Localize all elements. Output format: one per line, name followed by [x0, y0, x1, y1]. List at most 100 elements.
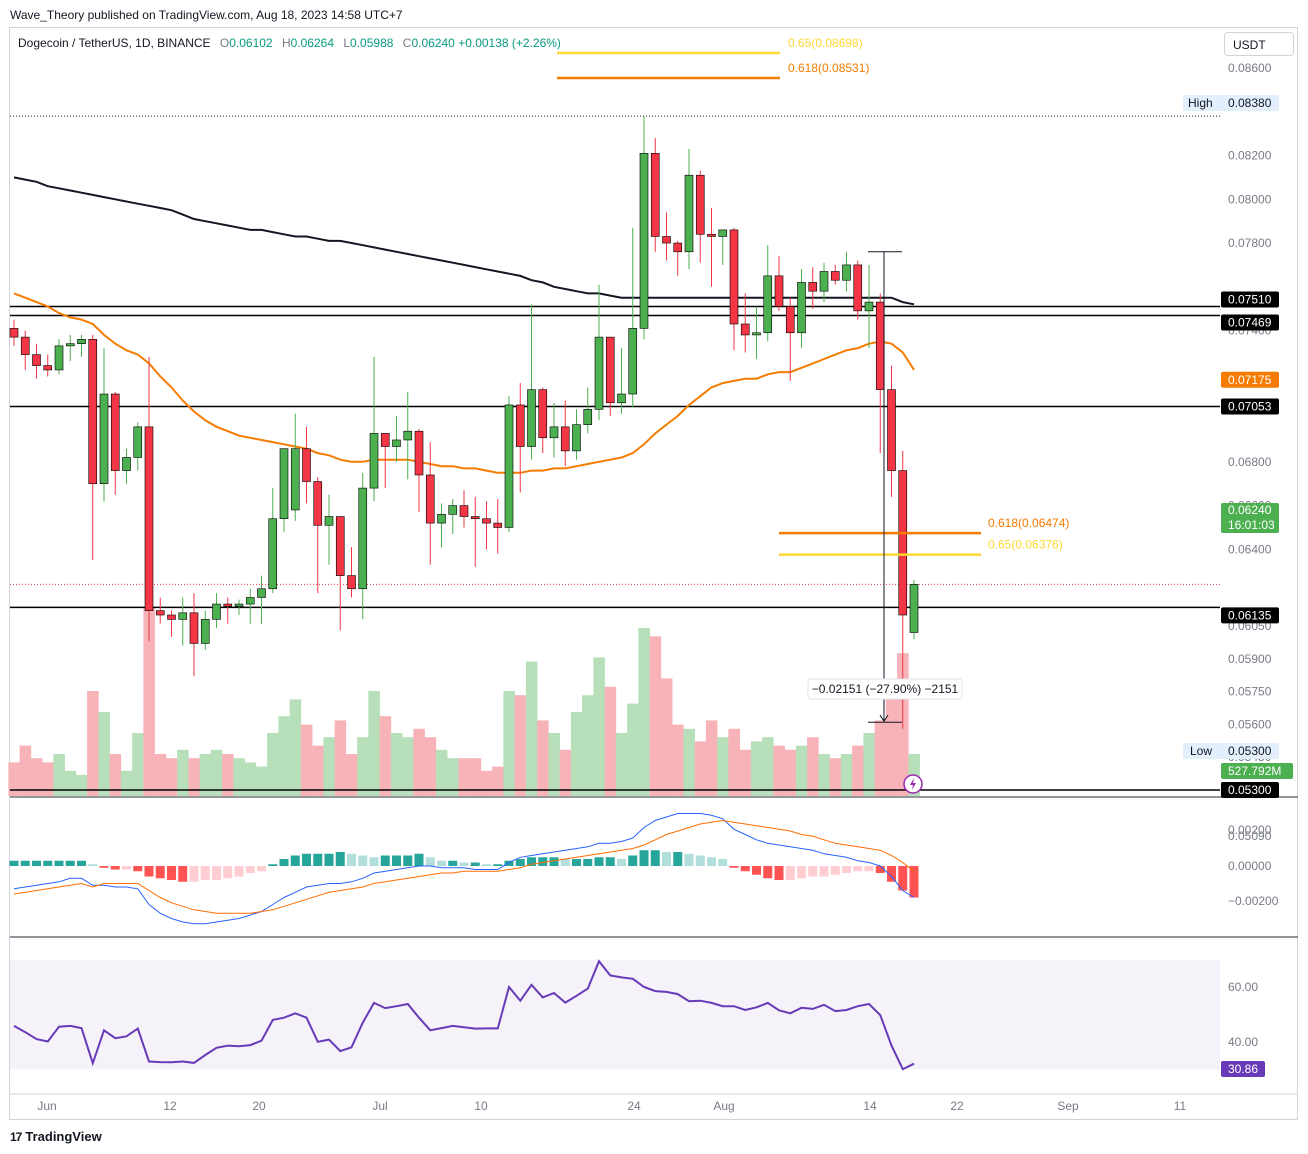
price-tick-label: 0.05900	[1228, 652, 1272, 666]
level-tag-bg	[1221, 291, 1279, 308]
macd-histogram-bar	[200, 866, 210, 880]
macd-histogram-bar	[842, 866, 851, 873]
macd-histogram-bar	[707, 857, 716, 866]
macd-histogram-bar	[392, 855, 401, 866]
macd-tick-label: −0.00200	[1228, 894, 1279, 908]
candle-body	[605, 336, 615, 404]
macd-histogram-bar	[437, 860, 446, 866]
volume-bar	[42, 762, 54, 796]
macd-histogram-bar	[864, 866, 874, 872]
candle-body	[302, 448, 311, 482]
price-tick-label: 0.08600	[1228, 61, 1272, 75]
volume-bar	[154, 754, 167, 796]
volume-bar	[762, 737, 774, 796]
macd-histogram-bar	[572, 859, 581, 866]
volume-bar	[694, 741, 707, 796]
high-tag-label: High	[1188, 96, 1213, 110]
candle-body	[257, 588, 266, 598]
time-tick-label: Aug	[713, 1099, 734, 1113]
volume-bar	[64, 770, 77, 796]
price-tick-label: 0.08000	[1228, 192, 1272, 206]
volume-bar	[132, 733, 144, 796]
macd-histogram-bar	[245, 866, 255, 873]
candle-body	[684, 174, 694, 253]
time-tick-label: 11	[1174, 1099, 1187, 1113]
candle-body	[189, 612, 199, 644]
macd-histogram-bar	[20, 860, 30, 866]
level-tag-bg	[1221, 782, 1279, 799]
volume-bar	[120, 770, 133, 796]
fib-label: 0.65(0.06376)	[988, 538, 1063, 552]
volume-bar	[413, 728, 425, 796]
macd-histogram-bar	[650, 850, 660, 866]
volume-bar	[795, 745, 808, 796]
macd-histogram-bar	[470, 862, 480, 866]
currency-button[interactable]: USDT	[1224, 32, 1294, 56]
candle-body	[808, 282, 818, 292]
macd-histogram-bar	[797, 866, 806, 879]
macd-histogram-bar	[110, 866, 120, 870]
macd-histogram-bar	[785, 866, 795, 880]
volume-bar	[19, 745, 32, 796]
volume-bar	[357, 737, 369, 796]
volume-bar	[750, 741, 763, 796]
volume-bar	[773, 745, 785, 796]
candle-body	[200, 619, 210, 644]
time-tick-label: Jul	[372, 1099, 387, 1113]
volume-bar	[593, 657, 605, 796]
candle-body	[335, 516, 345, 576]
volume-bar	[852, 745, 864, 796]
fib-label: 0.618(0.06474)	[988, 516, 1069, 530]
open-label: O	[219, 36, 230, 50]
macd-histogram-bar	[898, 866, 908, 891]
macd-histogram-bar	[819, 866, 829, 877]
symbol-name[interactable]: Dogecoin / TetherUS, 1D, BINANCE	[18, 36, 211, 50]
candle-body	[583, 409, 593, 425]
volume-bar	[289, 699, 302, 796]
volume-bar	[233, 758, 245, 796]
measure-label: −0.02151 (−27.90%) −2151	[812, 682, 959, 696]
candle-body	[740, 323, 750, 336]
macd-histogram-bar	[358, 855, 368, 866]
macd-histogram-bar	[673, 852, 683, 866]
volume-bar	[300, 724, 313, 796]
low-label: L	[343, 36, 351, 50]
volume-bar	[548, 733, 560, 796]
volume-bar	[368, 691, 380, 796]
candle-body	[178, 612, 188, 620]
volume-bar	[402, 737, 414, 796]
macd-histogram-bar	[324, 853, 334, 866]
time-tick-label: 22	[950, 1099, 964, 1113]
macd-histogram-bar	[425, 857, 435, 866]
low-value: 0.05988	[350, 36, 394, 50]
macd-histogram-bar	[9, 860, 19, 866]
price-tick-label: 0.05750	[1228, 685, 1272, 699]
volume-bar	[87, 691, 99, 796]
macd-tick-label: 0.00200	[1228, 823, 1272, 837]
macd-histogram-bar	[763, 866, 773, 879]
volume-bar	[885, 699, 898, 796]
candle-body	[459, 505, 469, 517]
candle-body	[482, 518, 491, 524]
volume-bar	[278, 716, 290, 796]
macd-histogram-bar	[459, 862, 469, 866]
candle-body	[853, 264, 863, 312]
tradingview-brand: TradingView	[25, 1129, 102, 1144]
candle-body	[448, 505, 458, 515]
ema-50-line	[13, 292, 915, 474]
candle-body	[77, 339, 86, 344]
candle-body	[628, 328, 638, 395]
candle-body	[380, 433, 390, 447]
volume-bar	[222, 754, 234, 796]
macd-histogram-bar	[268, 864, 278, 866]
macd-histogram-bar	[77, 860, 86, 866]
candle-body	[347, 575, 356, 590]
volume-bar	[660, 678, 673, 796]
volume-bar	[177, 749, 189, 796]
tradingview-footer: 17 TradingView	[10, 1129, 102, 1144]
volume-bar	[717, 737, 729, 796]
candle-body	[425, 474, 435, 524]
candle-body	[245, 597, 255, 605]
low-tag-bg	[1183, 743, 1279, 759]
